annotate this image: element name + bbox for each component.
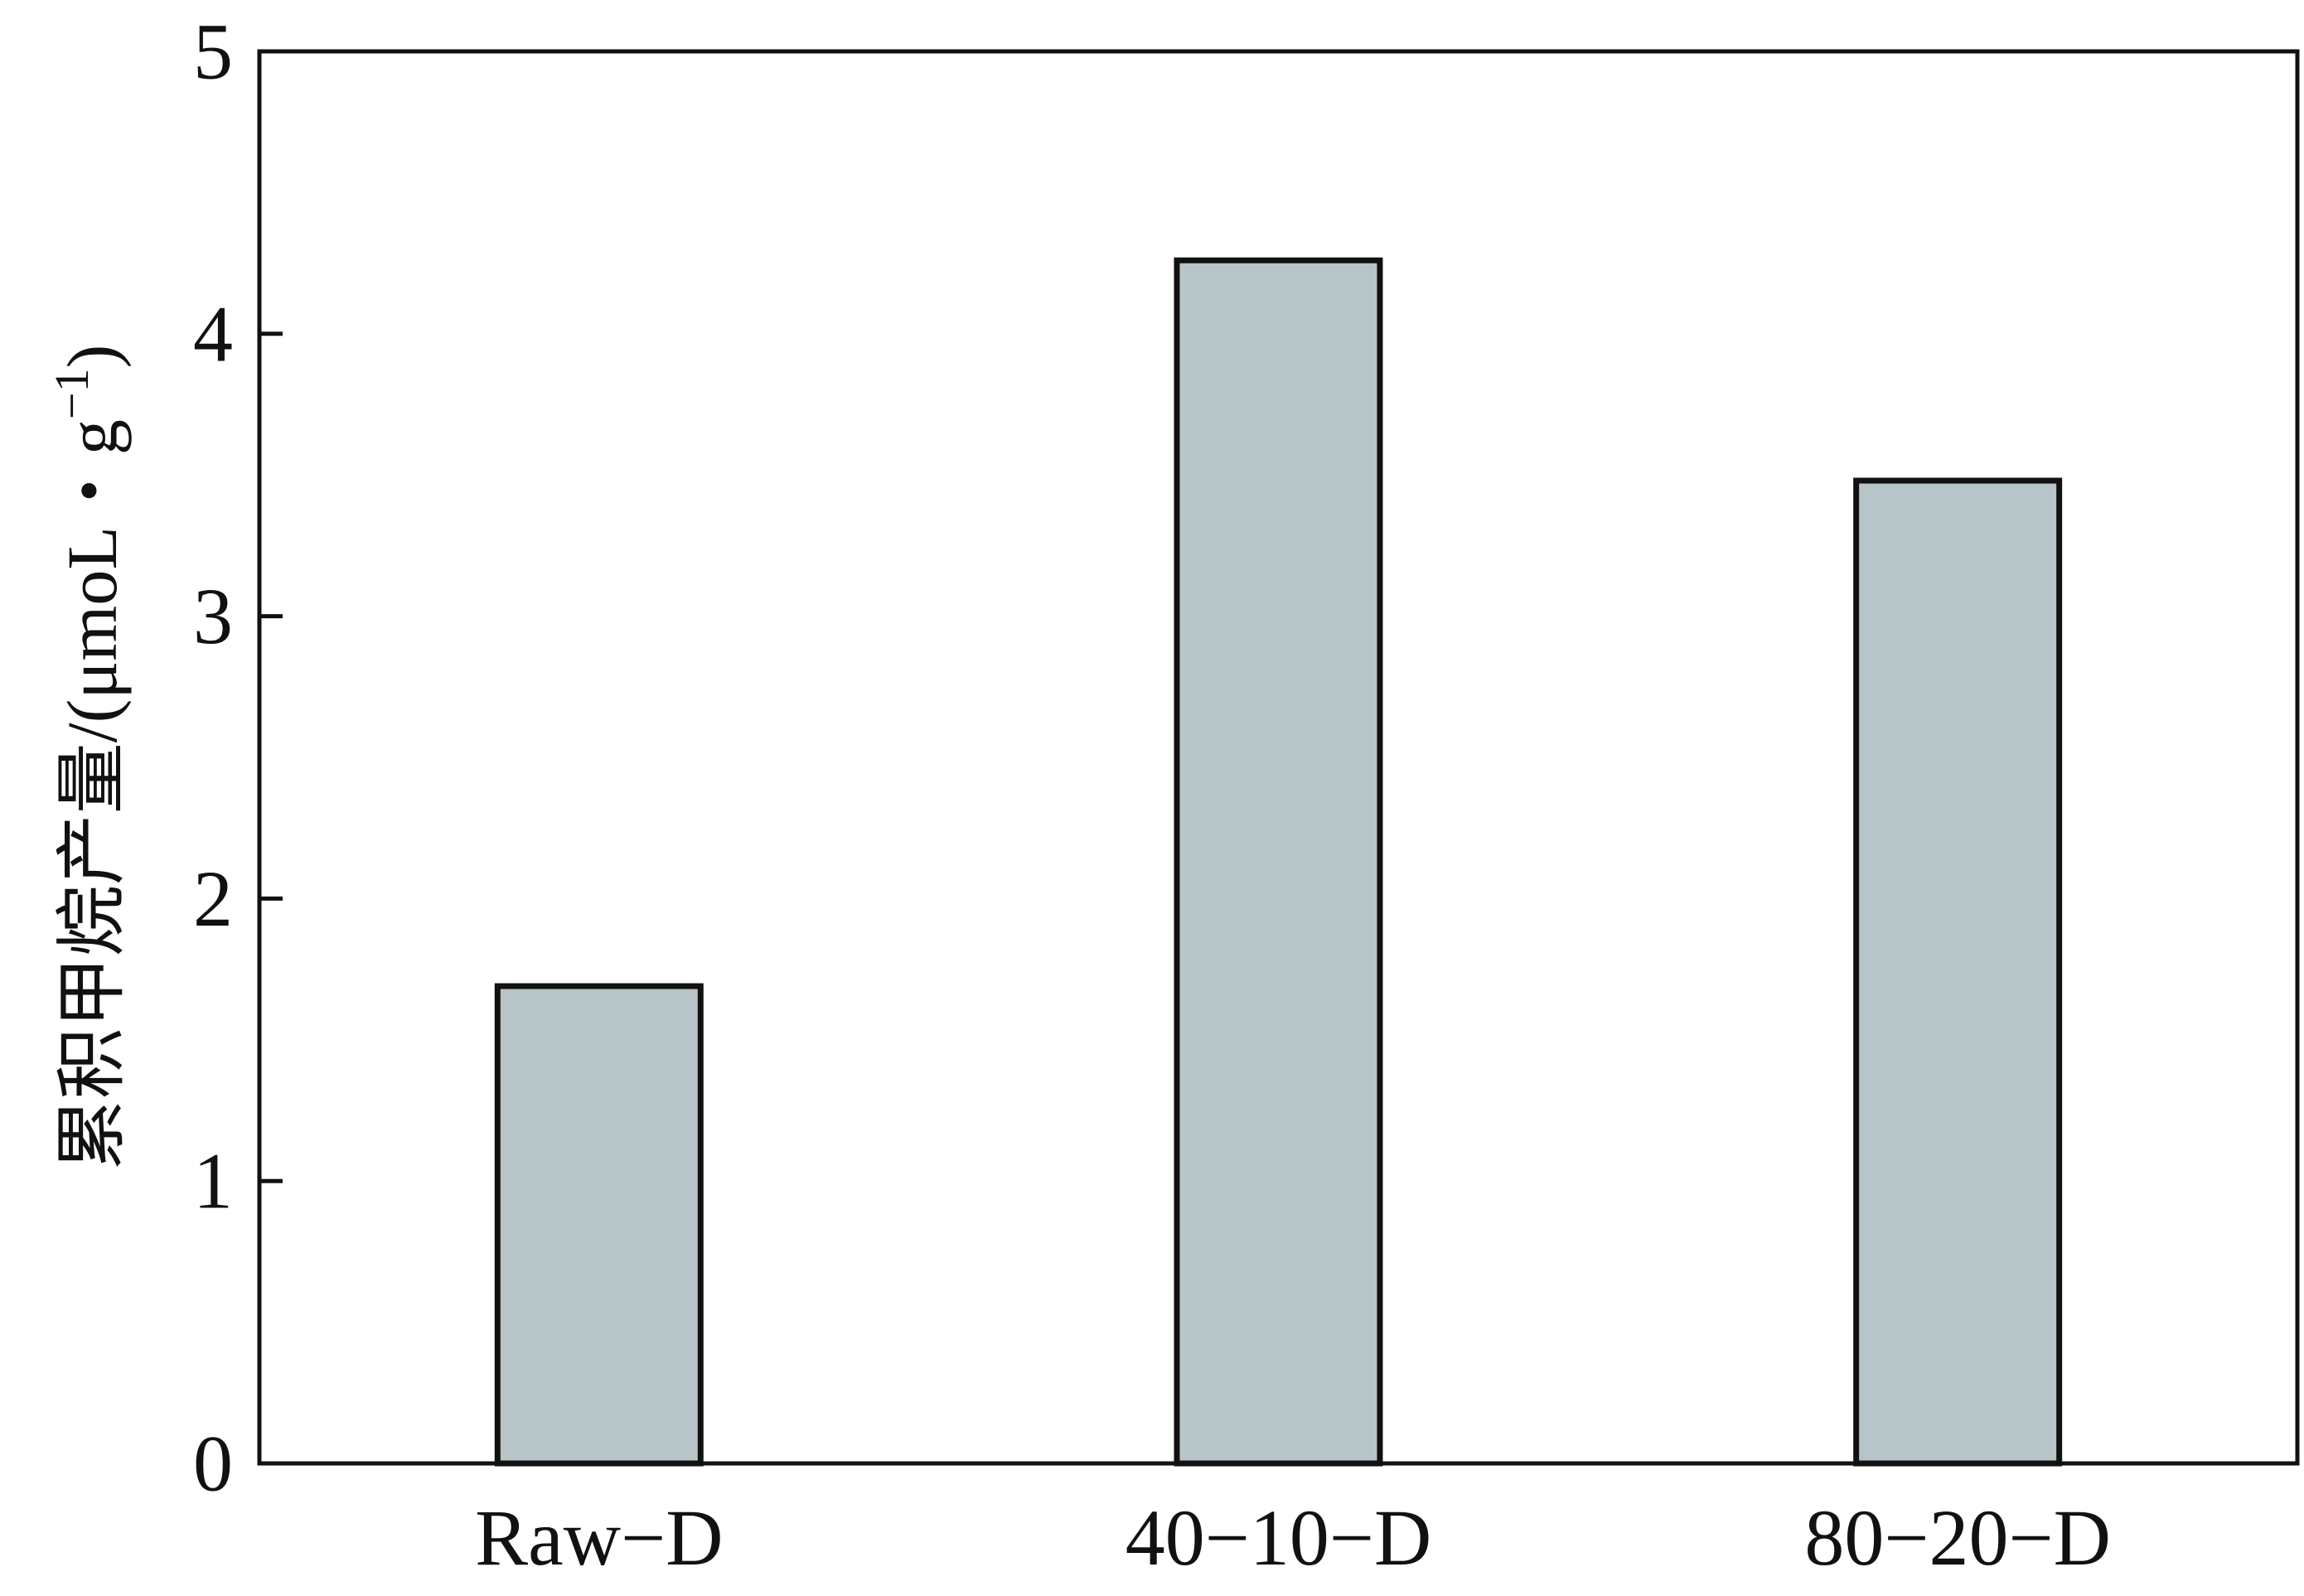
y-tick-label: 2 <box>193 854 233 943</box>
y-axis-title-superscript: −1 <box>45 368 99 419</box>
y-tick-label: 3 <box>193 572 233 660</box>
y-axis-title-main: 累积甲烷产量/(μmoL・g <box>52 419 132 1170</box>
bars <box>494 257 2063 1467</box>
y-tick-label: 4 <box>193 289 233 378</box>
bar <box>1853 477 2063 1467</box>
y-axis: 0 1 2 3 4 5 <box>193 7 283 1508</box>
y-axis-title: 累积甲烷产量/(μmoL・g−1) <box>45 345 132 1170</box>
bar <box>1174 257 1383 1467</box>
y-tick-label: 0 <box>193 1419 233 1508</box>
y-tick-label: 5 <box>193 7 233 96</box>
x-tick-label: 80−20−D <box>1804 1493 2111 1582</box>
x-axis: Raw−D 40−10−D 80−20−D <box>475 1493 2111 1582</box>
x-tick-label: 40−10−D <box>1125 1493 1432 1582</box>
y-axis-title-end: ) <box>52 345 132 369</box>
bar <box>494 983 704 1467</box>
x-tick-label: Raw−D <box>475 1493 723 1582</box>
y-tick-label: 1 <box>193 1137 233 1226</box>
